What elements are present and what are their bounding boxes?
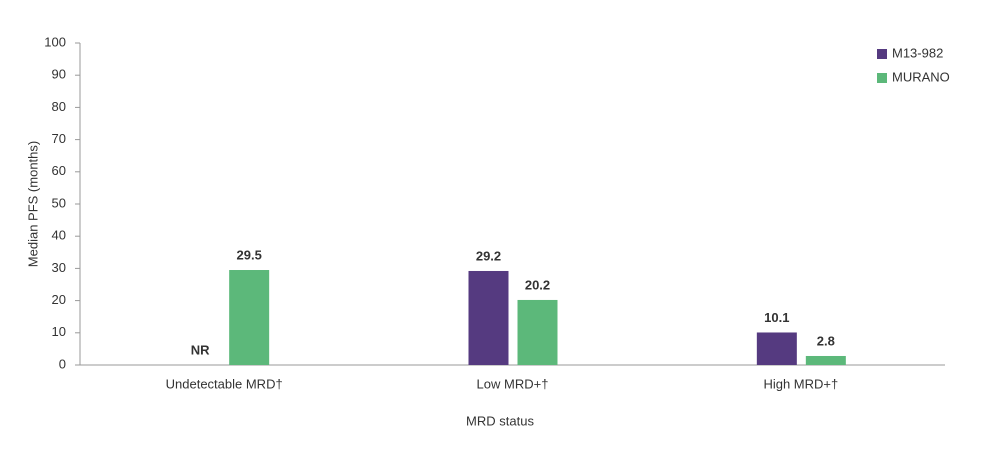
legend-label: MURANO	[892, 69, 950, 84]
x-axis-title: MRD status	[466, 413, 534, 428]
bar	[805, 355, 846, 365]
y-tick-label: 30	[52, 260, 66, 275]
bar	[468, 270, 509, 365]
y-axis-title: Median PFS (months)	[25, 141, 40, 267]
x-tick-label: High MRD+†	[763, 376, 838, 391]
y-tick-label: 40	[52, 228, 66, 243]
x-tick-label: Undetectable MRD†	[166, 376, 283, 391]
y-tick-label: 70	[52, 131, 66, 146]
x-tick-label: Low MRD+†	[477, 376, 549, 391]
value-label: 20.2	[525, 277, 550, 292]
value-label: 2.8	[817, 333, 835, 348]
y-tick-label: 0	[59, 356, 66, 371]
bar	[229, 270, 270, 365]
value-label: 10.1	[764, 310, 789, 325]
legend-label: M13-982	[892, 45, 943, 60]
value-label: NR	[191, 342, 210, 357]
value-label: 29.5	[237, 247, 262, 262]
bar	[756, 332, 797, 365]
y-tick-label: 60	[52, 163, 66, 178]
y-tick-label: 10	[52, 324, 66, 339]
y-tick-label: 80	[52, 99, 66, 114]
legend-swatch	[877, 49, 887, 59]
y-tick-label: 90	[52, 67, 66, 82]
y-tick-label: 50	[52, 195, 66, 210]
value-label: 29.2	[476, 248, 501, 263]
legend-swatch	[877, 73, 887, 83]
y-tick-label: 20	[52, 292, 66, 307]
bar	[517, 299, 558, 365]
y-tick-label: 100	[44, 34, 66, 49]
